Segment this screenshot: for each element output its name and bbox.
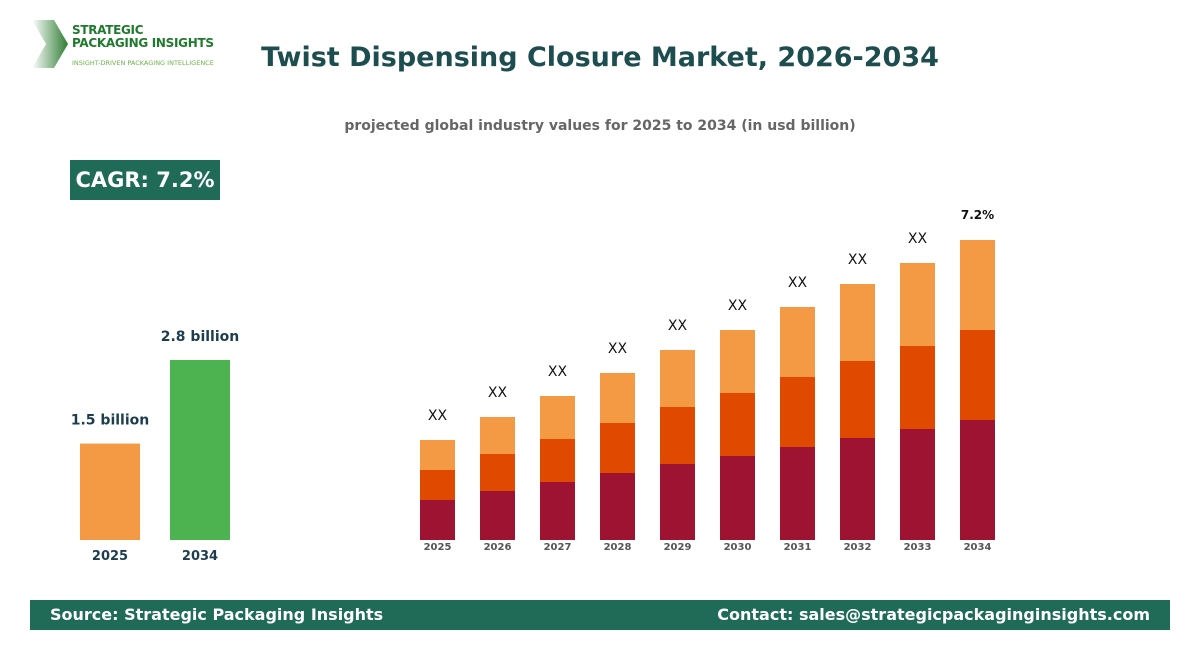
- logo-tagline: INSIGHT-DRIVEN PACKAGING INTELLIGENCE: [72, 59, 214, 67]
- bar-segment-2030-0: [720, 456, 755, 540]
- bar-segment-2032-1: [840, 361, 875, 438]
- bar-segment-2026-2: [480, 417, 515, 454]
- data-label-2029: XX: [668, 318, 688, 334]
- x-tick-2031: 2031: [784, 542, 812, 553]
- x-tick-2033: 2033: [904, 542, 932, 553]
- bar-segment-2025-1: [420, 470, 455, 500]
- bar-segment-2033-2: [900, 263, 935, 346]
- x-tick-2034: 2034: [964, 542, 992, 553]
- bar-2034: [170, 360, 230, 540]
- bar-segment-2032-2: [840, 284, 875, 361]
- logo-line1: STRATEGIC: [72, 23, 144, 37]
- bar-segment-2031-2: [780, 307, 815, 377]
- x-tick-2025: 2025: [92, 549, 128, 564]
- bar-segment-2031-1: [780, 377, 815, 447]
- bar-segment-2030-1: [720, 393, 755, 456]
- subtitle: projected global industry values for 202…: [344, 118, 856, 134]
- chevron-logo-icon: [32, 20, 68, 68]
- data-label-2030: XX: [728, 298, 748, 314]
- bar-2025: [80, 443, 140, 540]
- bar-segment-2028-2: [600, 373, 635, 423]
- x-tick-2027: 2027: [544, 542, 572, 553]
- charts: 1.5 billion 2025 2.8 billion 2034 XX 2025 XX 20…: [71, 208, 995, 564]
- contact-text: Contact: sales@strategicpackaginginsight…: [717, 605, 1150, 624]
- bar-segment-2031-0: [780, 447, 815, 540]
- bar-segment-2030-2: [720, 330, 755, 393]
- bar-segment-2034-0: [960, 420, 995, 540]
- bar-segment-2034-2: [960, 240, 995, 330]
- cagr-badge: CAGR: 7.2%: [70, 160, 220, 200]
- footer: Source: Strategic Packaging Insights Con…: [30, 600, 1170, 630]
- logo-line2: PACKAGING INSIGHTS: [72, 36, 214, 50]
- x-tick-2026: 2026: [484, 542, 512, 553]
- logo: STRATEGIC PACKAGING INSIGHTS INSIGHT-DRI…: [30, 18, 230, 73]
- bar-segment-2028-0: [600, 473, 635, 540]
- data-label-2034: 7.2%: [961, 208, 994, 222]
- bar-segment-2025-2: [420, 440, 455, 470]
- bar-segment-2029-1: [660, 407, 695, 464]
- bar-segment-2032-0: [840, 438, 875, 540]
- data-label-2025: 1.5 billion: [71, 413, 149, 429]
- bar-segment-2034-1: [960, 330, 995, 420]
- bar-segment-2027-2: [540, 396, 575, 439]
- source-text: Source: Strategic Packaging Insights: [50, 605, 384, 624]
- data-label-2034: 2.8 billion: [161, 329, 239, 345]
- bar-segment-2027-0: [540, 482, 575, 540]
- x-tick-2025: 2025: [424, 542, 452, 553]
- bar-segment-2033-0: [900, 429, 935, 540]
- bar-segment-2029-2: [660, 350, 695, 407]
- data-label-2032: XX: [848, 252, 868, 268]
- x-tick-2034: 2034: [182, 549, 218, 564]
- bar-segment-2025-0: [420, 500, 455, 540]
- data-label-2033: XX: [908, 231, 928, 247]
- bar-segment-2028-1: [600, 423, 635, 473]
- x-tick-2030: 2030: [724, 542, 752, 553]
- page-title: Twist Dispensing Closure Market, 2026-20…: [261, 42, 939, 73]
- x-tick-2029: 2029: [664, 542, 692, 553]
- bar-segment-2026-0: [480, 491, 515, 540]
- x-tick-2032: 2032: [844, 542, 872, 553]
- bar-segment-2029-0: [660, 464, 695, 540]
- data-label-2028: XX: [608, 341, 628, 357]
- data-label-2027: XX: [548, 364, 568, 380]
- bar-segment-2033-1: [900, 346, 935, 429]
- data-label-2025: XX: [428, 408, 448, 424]
- bar-segment-2027-1: [540, 439, 575, 482]
- data-label-2026: XX: [488, 385, 508, 401]
- bar-segment-2026-1: [480, 454, 515, 491]
- x-tick-2028: 2028: [604, 542, 632, 553]
- data-label-2031: XX: [788, 275, 808, 291]
